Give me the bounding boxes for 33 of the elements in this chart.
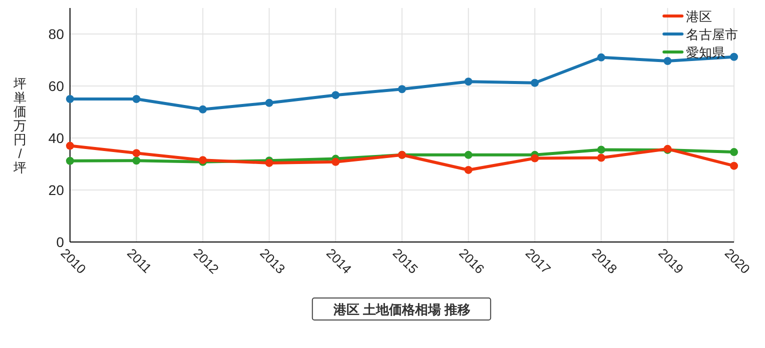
point bbox=[530, 78, 539, 87]
point bbox=[265, 98, 274, 107]
point bbox=[198, 105, 207, 114]
point bbox=[66, 142, 74, 150]
y-tick-label: 0 bbox=[56, 234, 64, 250]
point bbox=[332, 158, 340, 166]
legend-label: 愛知県 bbox=[686, 45, 725, 60]
point bbox=[597, 154, 606, 162]
y-tick-label: 40 bbox=[48, 130, 64, 146]
legend-label: 名古屋市 bbox=[686, 27, 738, 42]
point bbox=[66, 156, 74, 165]
point bbox=[332, 91, 340, 100]
point bbox=[66, 95, 74, 103]
y-tick-label: 20 bbox=[48, 182, 64, 198]
point bbox=[597, 53, 606, 62]
point bbox=[132, 95, 140, 103]
point bbox=[132, 156, 140, 165]
point bbox=[730, 148, 738, 156]
point bbox=[464, 166, 472, 174]
legend-label: 港区 bbox=[686, 9, 712, 24]
point bbox=[132, 149, 140, 158]
point bbox=[464, 150, 472, 159]
y-tick-label: 80 bbox=[48, 26, 64, 42]
y-tick-label: 60 bbox=[48, 78, 64, 94]
point bbox=[530, 154, 539, 162]
y-axis-title: 坪単価万円/坪 bbox=[12, 76, 26, 175]
point bbox=[464, 78, 472, 86]
text: 港区 土地価格相場 推移 bbox=[332, 302, 471, 317]
point bbox=[730, 52, 738, 61]
point bbox=[730, 162, 738, 170]
point bbox=[664, 57, 672, 66]
point bbox=[597, 146, 606, 154]
point bbox=[398, 85, 406, 94]
